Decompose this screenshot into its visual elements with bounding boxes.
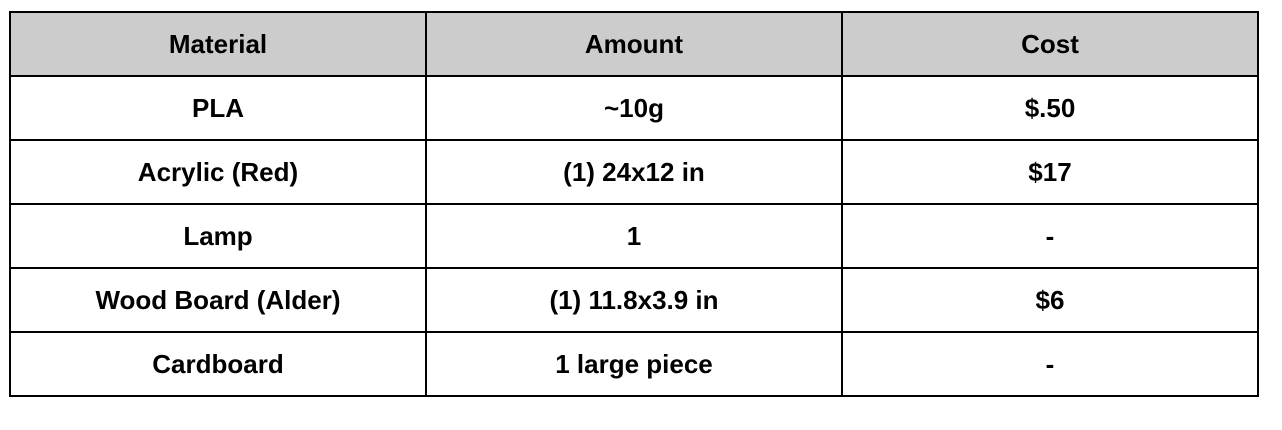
cell-cost: $6: [841, 267, 1259, 333]
table-row: Cardboard 1 large piece -: [9, 331, 1259, 397]
materials-table-container: Material Amount Cost PLA ~10g $.50 Acryl…: [9, 11, 1259, 397]
cell-cost: $17: [841, 139, 1259, 205]
materials-table: Material Amount Cost PLA ~10g $.50 Acryl…: [9, 11, 1259, 397]
cell-material: Wood Board (Alder): [9, 267, 427, 333]
header-amount: Amount: [425, 11, 843, 77]
header-material: Material: [9, 11, 427, 77]
cell-cost: -: [841, 331, 1259, 397]
table-row: Wood Board (Alder) (1) 11.8x3.9 in $6: [9, 267, 1259, 333]
header-cost: Cost: [841, 11, 1259, 77]
cell-amount: 1 large piece: [425, 331, 843, 397]
cell-amount: (1) 24x12 in: [425, 139, 843, 205]
cell-amount: ~10g: [425, 75, 843, 141]
cell-amount: 1: [425, 203, 843, 269]
cell-amount: (1) 11.8x3.9 in: [425, 267, 843, 333]
cell-material: Lamp: [9, 203, 427, 269]
table-row: PLA ~10g $.50: [9, 75, 1259, 141]
table-header-row: Material Amount Cost: [9, 11, 1259, 77]
cell-cost: $.50: [841, 75, 1259, 141]
table-row: Lamp 1 -: [9, 203, 1259, 269]
table-row: Acrylic (Red) (1) 24x12 in $17: [9, 139, 1259, 205]
cell-material: PLA: [9, 75, 427, 141]
cell-material: Acrylic (Red): [9, 139, 427, 205]
cell-cost: -: [841, 203, 1259, 269]
cell-material: Cardboard: [9, 331, 427, 397]
